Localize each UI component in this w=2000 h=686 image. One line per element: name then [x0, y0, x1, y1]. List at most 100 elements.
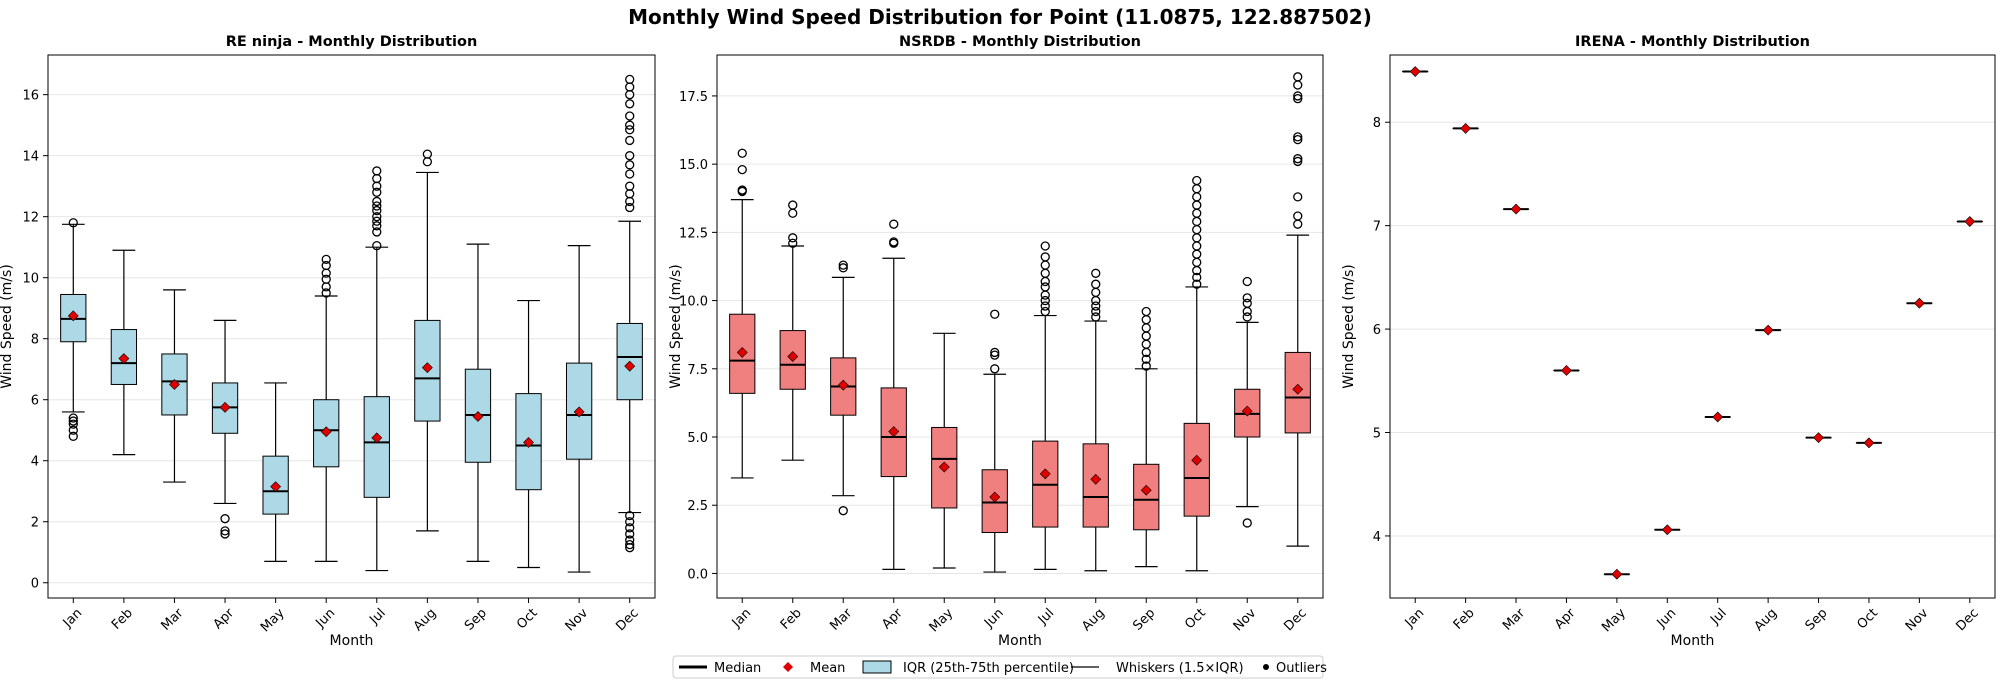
outlier-point: [990, 347, 1000, 358]
outlier-point: [1040, 301, 1050, 311]
outlier-point: [625, 111, 635, 121]
x-axis-label: Month: [1671, 633, 1715, 649]
outlier-point: [321, 268, 331, 278]
outlier-point: [372, 187, 382, 197]
outlier-point: [1040, 260, 1050, 270]
legend-label: Median: [714, 661, 761, 676]
outlier-point: [68, 419, 78, 429]
chart-panels: 0 2 4 6 8 10 12 14 16 Jan Feb Mar Apr May Jun Jul Aug Sep…: [0, 34, 1996, 649]
outlier-point: [1091, 312, 1101, 322]
outlier-point: [625, 74, 635, 85]
x-tick-label: Apr: [211, 605, 238, 632]
x-tick-label: Oct: [1182, 606, 1209, 633]
x-tick-label: Jun: [1654, 606, 1680, 632]
legend-label: Whiskers (1.5×IQR): [1116, 661, 1244, 676]
x-tick-label: Mar: [1500, 605, 1528, 633]
x-tick-label: Jun: [313, 606, 339, 632]
outlier-point: [1242, 298, 1252, 308]
mean-marker: [523, 436, 534, 448]
x-tick-label: May: [258, 606, 288, 636]
box-feb: [1452, 123, 1479, 134]
outlier-point: [1040, 268, 1050, 278]
box-aug: [1755, 324, 1782, 336]
x-tick-label: Jan: [60, 606, 85, 631]
outlier-point: [1040, 290, 1050, 300]
outlier-point: [1293, 94, 1303, 104]
box-apr: [880, 219, 907, 570]
outlier-point: [1192, 192, 1202, 202]
outlier-point: [1040, 295, 1050, 306]
outlier-point: [422, 149, 433, 159]
iqr-box: [1183, 422, 1210, 517]
box-jan: [729, 148, 756, 479]
legend-item-outliers: Outliers: [1263, 661, 1327, 676]
box-mar: [830, 260, 857, 516]
legend-label: Mean: [810, 661, 845, 676]
outlier-point: [422, 157, 433, 167]
y-tick-label: 12.5: [679, 226, 708, 241]
outlier-point: [1293, 192, 1303, 202]
box-may: [931, 332, 958, 569]
x-axis-label: Month: [330, 633, 374, 649]
x-tick-label: Mar: [827, 605, 855, 633]
outlier-point: [1091, 268, 1101, 278]
outlier-point: [1091, 306, 1101, 317]
iqr-box: [363, 396, 390, 498]
outlier-point: [625, 181, 635, 191]
outlier-point: [1293, 134, 1303, 145]
outlier-point: [220, 514, 230, 524]
plot-frame: [47, 54, 656, 599]
outlier-point: [1293, 154, 1303, 164]
mean-marker: [219, 401, 231, 413]
outlier-point: [68, 416, 78, 426]
mean-marker: [1510, 203, 1522, 215]
box-aug: [1082, 268, 1109, 572]
outlier-point: [1192, 216, 1202, 227]
x-tick-label: Sep: [1130, 606, 1158, 634]
y-tick-label: 8: [1373, 116, 1381, 131]
outlier-point: [1293, 91, 1303, 101]
outlier-point: [990, 364, 1000, 374]
box-feb: [110, 249, 138, 456]
x-tick-label: Nov: [1903, 606, 1932, 635]
outlier-point: [1091, 279, 1101, 289]
outlier-point: [1192, 233, 1202, 243]
x-tick-label: Feb: [109, 606, 136, 633]
outlier-point: [372, 241, 382, 251]
legend-label: Outliers: [1276, 661, 1327, 676]
mean-marker: [472, 411, 484, 422]
mean-marker: [624, 360, 636, 372]
x-tick-label: Jan: [729, 606, 754, 631]
box-nov: [1906, 297, 1933, 309]
outlier-point: [737, 148, 747, 158]
mean-marker: [1090, 473, 1102, 485]
box-jan: [1402, 66, 1429, 77]
mean-marker: [1712, 411, 1724, 423]
mean-marker: [1863, 437, 1875, 449]
x-tick-label: Nov: [1231, 606, 1260, 635]
x-tick-label: Dec: [1281, 606, 1309, 634]
x-tick-label: Oct: [514, 606, 541, 633]
outlier-point: [1040, 252, 1050, 262]
outlier-point: [625, 160, 635, 170]
outlier-point: [321, 274, 331, 284]
outlier-point: [788, 233, 798, 243]
box-oct: [1855, 437, 1883, 449]
mean-marker: [1611, 568, 1623, 580]
y-tick-label: 2: [31, 516, 39, 531]
box-mar: [1502, 203, 1530, 215]
outlier-point: [625, 135, 635, 146]
mean-marker: [1762, 324, 1774, 336]
box-dec: [616, 74, 643, 553]
y-tick-label: 14: [22, 150, 39, 165]
outlier-point: [321, 282, 331, 292]
outlier-point: [372, 181, 382, 191]
box-may: [262, 382, 289, 562]
box-mar: [161, 289, 188, 483]
box-jun: [981, 309, 1008, 573]
x-tick-label: Sep: [1803, 606, 1831, 634]
outlier-point: [220, 526, 230, 536]
outlier-point: [1242, 312, 1252, 322]
outlier-point: [625, 151, 635, 161]
y-tick-label: 8: [31, 333, 39, 348]
